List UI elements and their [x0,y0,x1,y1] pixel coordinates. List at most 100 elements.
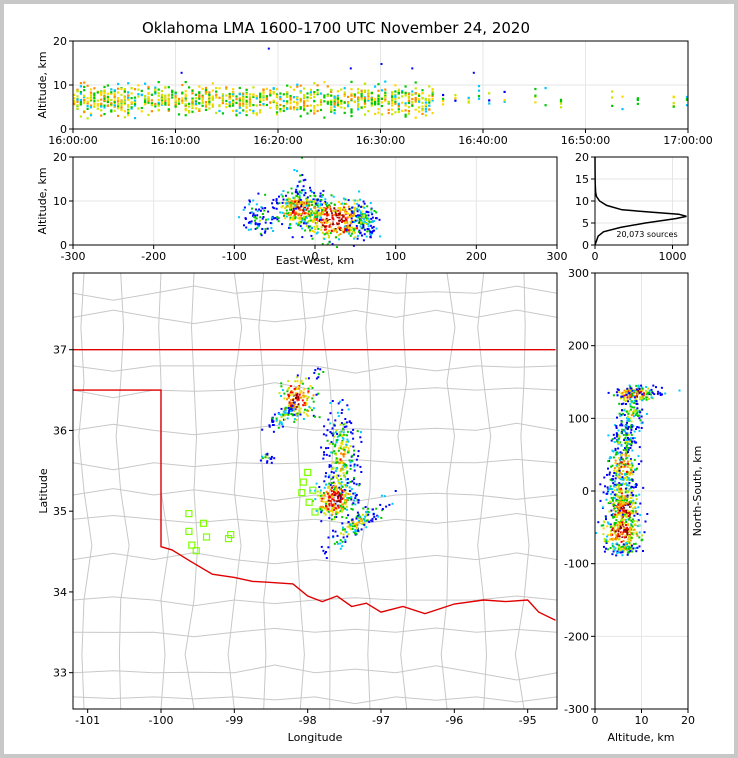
map-lightning-source [261,428,264,431]
altitude-ns-source [606,540,609,543]
map-lightning-source [346,404,349,407]
time-altitude-source [248,104,252,107]
time-altitude-source [299,84,302,87]
altitude-ns-source [621,512,624,515]
map-lightning-source [326,500,329,503]
map-lightning-source [365,526,368,529]
ew-altitude-source [298,191,301,194]
map-lightning-source [348,459,351,462]
altitude-ns-source [620,413,623,416]
altitude-ns-source [631,393,633,395]
time-altitude-source [103,95,106,98]
map-lightning-source [391,502,394,505]
altitude-ns-source [640,460,643,463]
altitude-ns-source [631,440,633,443]
map-lightning-source [362,518,365,521]
altitude-ns-source [603,537,606,540]
altitude-ns-source [623,409,626,412]
map-lightning-source [329,500,332,503]
time-altitude-source [350,94,353,97]
ew-altitude-source [310,212,313,215]
map-lightning-source [340,468,343,471]
time-altitude-source [181,83,184,87]
altitude-histogram-ytick-label: 15 [575,173,589,186]
ew-altitude-source [353,227,356,230]
map-lightning-source [340,510,343,513]
map-lightning-source [330,451,333,454]
altitude-ns-source [640,384,643,387]
time-altitude-source [73,103,76,106]
time-altitude-source [326,101,329,104]
time-altitude-source [215,111,218,114]
altitude-ns-source [615,435,618,438]
ew-altitude-source [313,212,316,215]
time-altitude-source [245,93,248,96]
time-altitude-source [326,94,329,97]
map-lightning-source [315,393,318,396]
map-lightning-source [339,497,342,500]
map-lightning-source [355,483,358,486]
altitude-ns-source [640,422,643,425]
map-lightning-source [300,390,303,392]
map-lightning-source [289,394,292,397]
time-altitude-source [269,91,272,94]
altitude-ns-source [629,439,632,442]
map-lightning-source [356,498,359,501]
time-altitude-source [201,104,204,107]
ew-altitude-source [325,204,328,207]
altitude-ns-source [625,434,628,437]
ew-altitude-source [308,204,310,207]
map-lightning-source [341,461,344,464]
time-altitude-source [309,91,312,94]
time-altitude-source [407,93,411,96]
time-altitude-source [343,94,346,98]
altitude-ns-source [636,512,639,515]
altitude-ns-source [621,519,624,522]
time-altitude-source [96,104,99,107]
altitude-ns-source [639,419,642,422]
ew-altitude-source [300,202,303,205]
altitude-ns-source [628,488,631,491]
map-lightning-source [345,466,348,469]
map-lightning-source [350,459,353,462]
map-lightning-source [342,423,345,426]
map-lightning-source [319,368,322,371]
ew-altitude-source [342,197,345,200]
map-lightning-source [336,542,339,545]
map-xtick-label: -97 [372,714,390,727]
ew-altitude-source [316,226,319,229]
time-altitude-source [113,109,116,112]
time-altitude-source [120,106,123,109]
time-altitude-source [319,103,323,106]
time-altitude-source [208,93,211,96]
map-lightning-source [280,416,283,418]
ew-altitude-source [296,170,298,173]
time-altitude-source [363,105,367,108]
map-lightning-source [347,408,350,411]
time-altitude-source [414,100,417,103]
time-altitude-source [144,103,147,106]
altitude-ns-source [615,514,618,517]
altitude-ns-source [636,407,639,410]
ew-altitude-source [287,197,290,200]
map-lightning-source [306,397,309,400]
time-altitude-source [421,92,424,95]
altitude-ns-source [628,514,631,517]
map-lightning-source [277,426,280,429]
altitude-ns-source [626,531,629,534]
time-altitude-source [150,102,153,105]
map-lightning-source [352,520,355,523]
altitude-ns-source [616,463,619,466]
altitude-ns-source [618,437,620,440]
map-lightning-source [281,425,284,428]
county-line [321,273,335,709]
altitude-ns-source [632,529,635,532]
map-lightning-source [294,392,297,394]
time-altitude-source [336,103,339,106]
altitude-ns-source [615,554,618,557]
time-altitude-source [198,97,201,100]
time-altitude-source [289,98,292,101]
ew-altitude-source [261,207,264,210]
ew-altitude-source [317,227,320,230]
altitude-ns-source [624,400,627,402]
